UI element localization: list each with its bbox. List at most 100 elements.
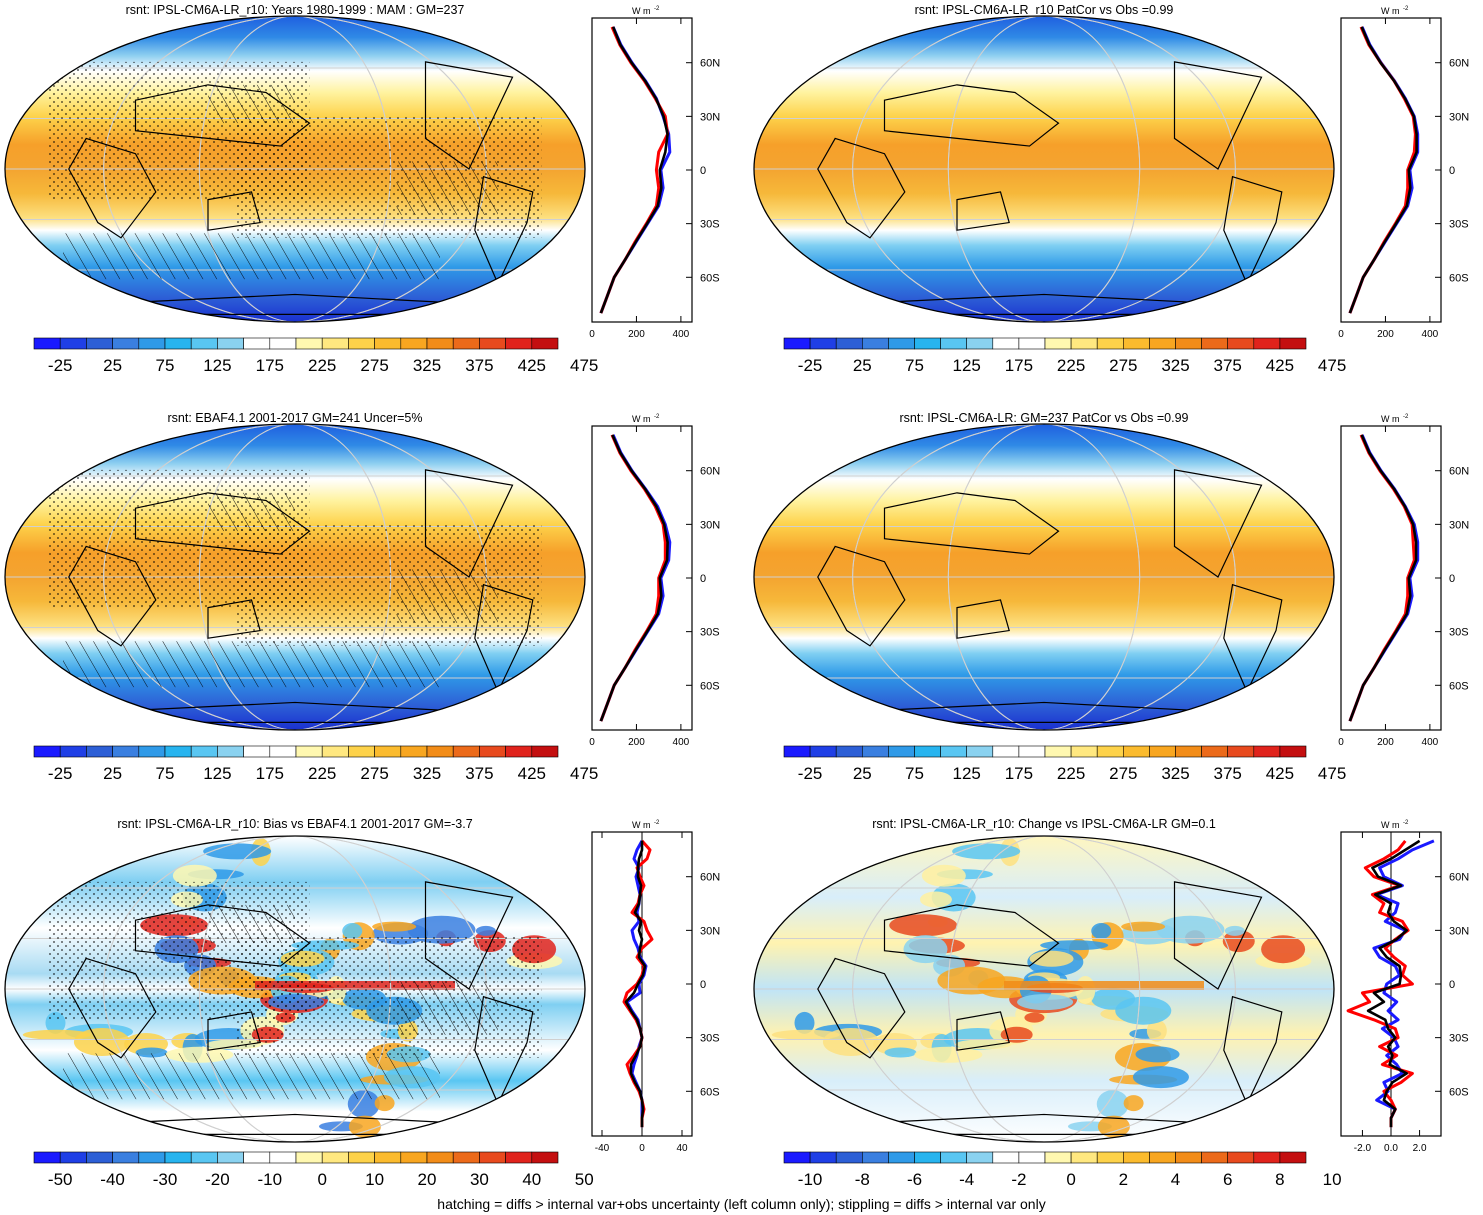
colorbar-swatch [1149, 745, 1176, 758]
anomaly-blob [1097, 1115, 1130, 1138]
y-tick-label: 30S [1449, 1033, 1469, 1045]
coastline [883, 904, 1060, 967]
colorbar-tick-label: 6 [1223, 1170, 1232, 1189]
colorbar: -25 25 75 125 175 225 275 325 375 425 475 [783, 745, 1346, 783]
profile-line-mean [1348, 434, 1418, 722]
colorbar-swatch [1175, 337, 1202, 350]
world-map [5, 16, 585, 322]
anomaly-blob [1096, 1090, 1129, 1119]
colorbar-swatch [1044, 1151, 1072, 1164]
colorbar-swatch [452, 745, 480, 758]
colorbar-tick-label: 325 [1161, 764, 1189, 783]
colorbar-tick-label: 125 [203, 764, 231, 783]
colorbar-swatch [479, 1151, 506, 1164]
y-tick-label: 60N [700, 58, 720, 70]
colorbar-swatch [295, 337, 323, 350]
meridian-line [947, 16, 1141, 322]
panel-title: rsnt: IPSL-CM6A-LR_r10 PatCor vs Obs =0.… [915, 3, 1174, 17]
x-tick-label: 200 [628, 737, 645, 748]
coastline [817, 545, 906, 647]
colorbar-tick-label: 375 [465, 356, 493, 375]
colorbar-swatch [1227, 1151, 1255, 1164]
colorbar-tick-label: 475 [570, 356, 598, 375]
colorbar-tick-label: 40 [522, 1170, 541, 1189]
y-tick-label: 30S [1449, 219, 1469, 231]
colorbar-tick-label: 25 [103, 356, 122, 375]
colorbar-tick-label: 175 [1005, 356, 1033, 375]
colorbar-tick-label: -25 [798, 764, 823, 783]
colorbar-swatch [505, 745, 533, 758]
colorbar-tick-label: 175 [1005, 764, 1033, 783]
y-tick-label: 60S [700, 680, 720, 692]
colorbar-swatch [426, 745, 454, 758]
colorbar-swatch [374, 745, 402, 758]
colorbar-swatch [1253, 1151, 1281, 1164]
panel-2: rsnt: IPSL-CM6A-LR_r10 PatCor vs Obs =0.… [753, 3, 1469, 375]
colorbar-swatch [112, 337, 140, 350]
colorbar-swatch [479, 745, 506, 758]
coastline [1223, 995, 1283, 1106]
colorbar-swatch [452, 337, 480, 350]
colorbar-tick-label: 225 [308, 764, 336, 783]
zonal-profile: W m -2 -2.0 0.0 2.0 60N 30N 0 30S 60S [1340, 820, 1469, 1154]
colorbar-tick-label: 50 [575, 1170, 594, 1189]
x-tick-label: 0 [639, 1143, 645, 1154]
anomaly-blob [955, 1039, 1012, 1050]
profile-line-mean [1348, 26, 1418, 314]
colorbar-swatch [1227, 745, 1255, 758]
colorbar-tick-label: 375 [1214, 356, 1242, 375]
map-outline [753, 423, 1335, 731]
anomaly-blob [1115, 996, 1172, 1025]
colorbar-tick-label: 125 [953, 764, 981, 783]
colorbar-swatch [861, 337, 889, 350]
x-tick-label: 2.0 [1413, 1143, 1427, 1154]
x-tick-label: 200 [628, 329, 645, 340]
panel-3: rsnt: EBAF4.1 2001-2017 GM=241 Uncer=5% -… [4, 411, 720, 783]
units-exponent: -2 [1403, 6, 1409, 12]
panel-title: rsnt: IPSL-CM6A-LR_r10: Change vs IPSL-C… [872, 817, 1216, 831]
colorbar-swatch [112, 745, 140, 758]
colorbar-tick-label: 275 [360, 764, 388, 783]
colorbar-tick-label: -6 [907, 1170, 922, 1189]
colorbar-swatch [1096, 745, 1124, 758]
meridian-line [852, 16, 1236, 322]
coastline [883, 84, 1060, 147]
coastline [1173, 469, 1263, 578]
equatorial-band [1004, 981, 1204, 990]
profile-line-mean [624, 840, 647, 1128]
colorbar-swatch [1175, 745, 1202, 758]
colorbar-swatch [835, 1151, 863, 1164]
panel-title: rsnt: IPSL-CM6A-LR_r10: Years 1980-1999 … [126, 3, 465, 17]
x-tick-label: 400 [1422, 737, 1439, 748]
colorbar-swatch [33, 1151, 61, 1164]
colorbar: -25 25 75 125 175 225 275 325 375 425 475 [33, 745, 598, 783]
colorbar-swatch [243, 745, 271, 758]
anomaly-blob [1224, 925, 1245, 936]
panel-title: rsnt: IPSL-CM6A-LR: GM=237 PatCor vs Obs… [899, 411, 1188, 425]
units-label: W m [1381, 820, 1400, 830]
colorbar-tick-label: -10 [258, 1170, 283, 1189]
colorbar-swatch [190, 1151, 218, 1164]
coastline [956, 599, 1010, 639]
colorbar-swatch [1044, 337, 1072, 350]
colorbar-tick-label: -4 [959, 1170, 974, 1189]
world-map [5, 424, 585, 730]
colorbar-swatch [295, 745, 323, 758]
anomaly-blob [884, 1047, 917, 1058]
anomaly-blob [372, 921, 417, 932]
colorbar-tick-label: 475 [1318, 356, 1346, 375]
world-map [754, 16, 1334, 322]
colorbar-swatch [1279, 337, 1307, 350]
colorbar-swatch [217, 337, 244, 350]
colorbar-swatch [1096, 1151, 1124, 1164]
coastline [1223, 583, 1283, 694]
colorbar-tick-label: 25 [853, 356, 872, 375]
colorbar-tick-label: 425 [518, 356, 546, 375]
colorbar-tick-label: 475 [1318, 764, 1346, 783]
colorbar-swatch [1018, 337, 1046, 350]
colorbar-swatch [1227, 337, 1255, 350]
colorbar-swatch [59, 1151, 87, 1164]
x-tick-label: 0 [1338, 329, 1344, 340]
map-outline [753, 835, 1335, 1143]
profile-line-mean [599, 434, 669, 722]
